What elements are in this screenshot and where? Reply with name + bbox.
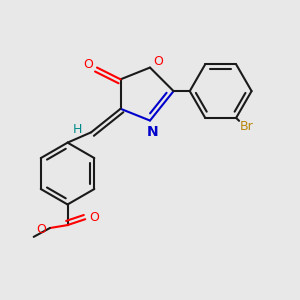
Text: H: H [73,123,83,136]
Text: O: O [36,223,46,236]
Text: O: O [83,58,93,71]
Text: N: N [147,125,159,139]
Text: Br: Br [240,120,253,133]
Text: O: O [90,211,100,224]
Text: O: O [153,55,163,68]
